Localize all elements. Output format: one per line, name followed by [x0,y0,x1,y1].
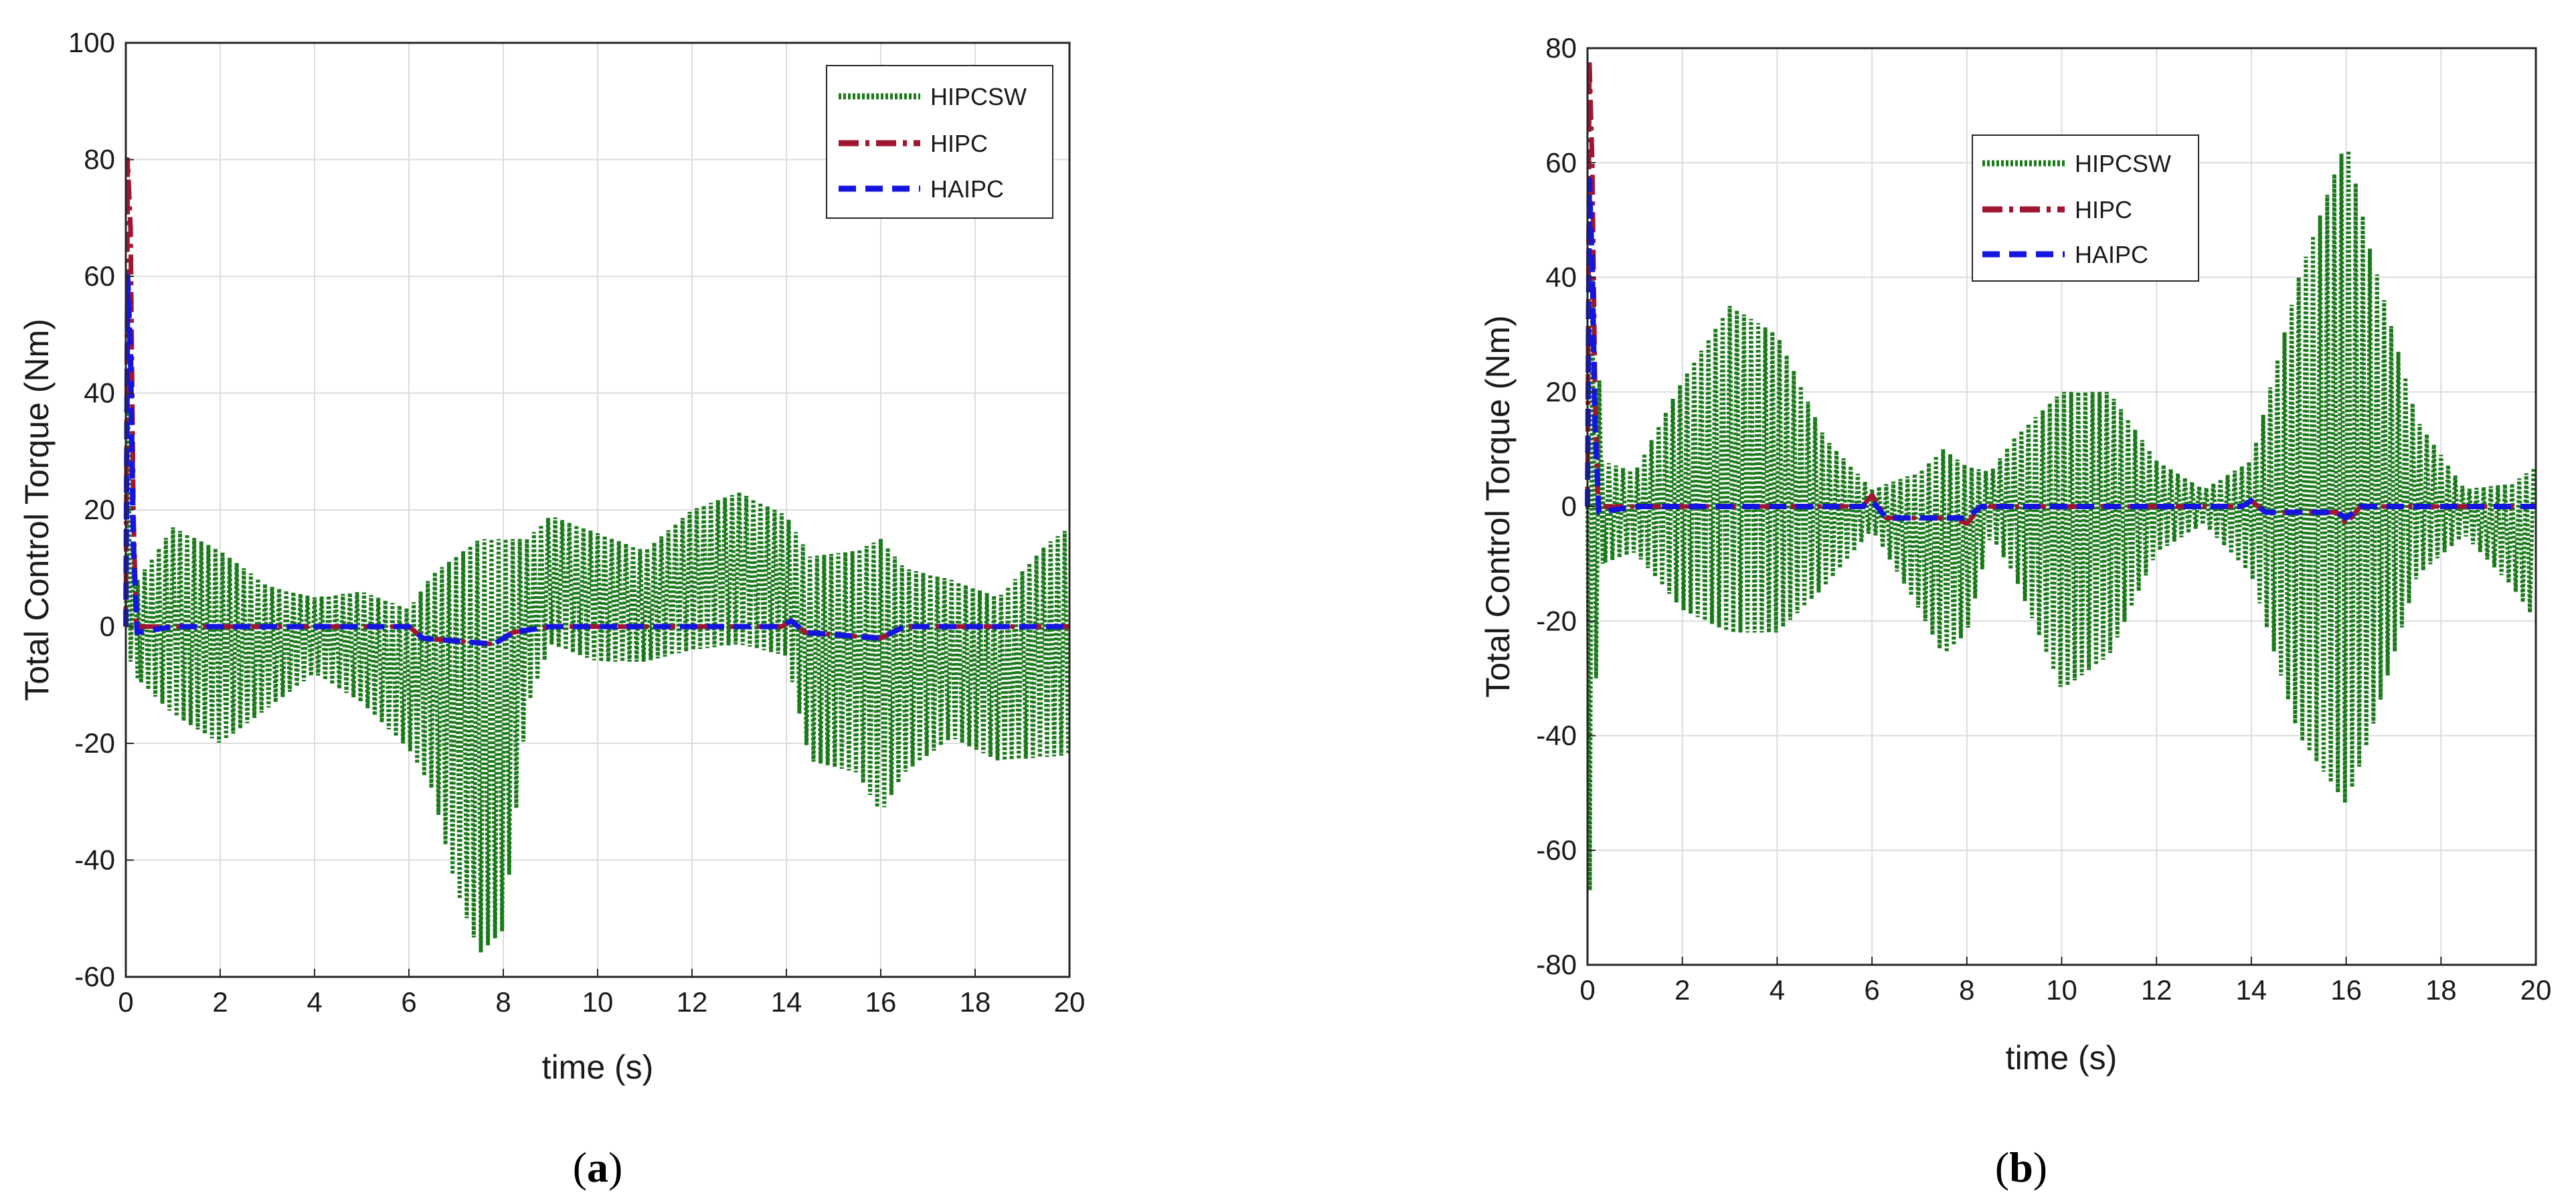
chart-a-y-tick-label: 20 [84,494,115,525]
chart-b: 0 2 4 6 8 10 12 14 16 18 20 -80-60-40-20020406080 … [1479,32,2551,1191]
chart-b-panel-label-close: ) [2033,1143,2047,1191]
chart-a-legend-label-haipc: HAIPC [930,175,1004,203]
chart-a-x-tick-label: 4 [307,986,322,1018]
chart-a-x-tick-label: 16 [865,986,897,1018]
chart-b-y-tick-label: -80 [1536,949,1577,980]
chart-a-series-hipcsw-line [124,404,1071,953]
chart-a-y-tick-label: 60 [84,260,115,292]
chart-b-x-tick-label: 4 [1770,974,1785,1006]
chart-a-x-tick-label: 12 [677,986,708,1018]
chart-b-panel-label-open: ( [1995,1143,2009,1191]
chart-b-y-tick-label: -40 [1536,720,1577,751]
chart-a-x-tick-label: 8 [495,986,511,1018]
chart-a-legend: HIPCSW HIPC HAIPC [826,65,1053,219]
chart-b-series-hipcsw-line [1585,151,2536,891]
chart-b-y-tick-label: -20 [1536,605,1577,636]
chart-a-y-tick-labels: -60 -40 -20 0 20 40 60 80 100 [68,27,134,992]
chart-b-y-axis-label: Total Control Torque (Nm) [1479,315,1517,698]
chart-b-y-tick-label: 60 [1545,147,1577,178]
chart-b-y-tick-label: 0 [1561,490,1577,522]
chart-a-y-tick-label: 0 [100,611,115,642]
chart-b-x-axis-label: time (s) [2006,1039,2118,1077]
chart-a-panel-label: (a) [573,1143,623,1191]
chart-a-y-axis-label: Total Control Torque (Nm) [18,318,56,701]
chart-b-x-tick-labels: 0 2 4 6 8 10 12 14 16 18 20 [1579,957,2551,1006]
chart-a-panel-label-close: ) [608,1143,622,1191]
chart-a-legend-box [826,65,1053,219]
chart-a-y-tick-label: -20 [74,727,115,759]
chart-a-series-hipcsw-band [124,404,1071,953]
chart-a-x-tick-label: 6 [401,986,416,1018]
chart-b-panel-label-letter: b [2009,1143,2033,1191]
chart-a-x-tick-label: 18 [960,986,991,1018]
chart-a-y-tick-label: 100 [68,27,115,58]
chart-b-legend-label-hipcsw: HIPCSW [2075,150,2171,177]
chart-a-x-tick-label: 14 [771,986,802,1018]
chart-a-y-tick-label: -60 [74,961,115,992]
chart-a-panel-label-open: ( [573,1143,587,1191]
chart-a-x-axis-label: time (s) [542,1048,654,1086]
chart-a-series-lines [123,157,1069,647]
chart-b-y-tick-label: 40 [1545,262,1577,293]
chart-a: 0 2 4 6 8 10 12 14 16 18 20 -60-40-20020406080100 … [18,27,1085,1191]
chart-b-legend: HIPCSW HIPC HAIPC [1972,134,2199,282]
chart-b-x-tick-label: 10 [2046,974,2077,1006]
chart-a-legend-label-hipc: HIPC [930,130,988,157]
chart-b-y-tick-label: -60 [1536,834,1577,866]
chart-b-panel-label: (b) [1995,1143,2047,1191]
chart-a-y-tick-label: 40 [84,377,115,409]
chart-a-x-tick-label: 0 [118,986,133,1018]
chart-b-x-tick-label: 6 [1864,974,1879,1006]
chart-b-series-haipc-line [1585,177,2536,521]
chart-b-series-hipcsw-band [1585,151,2536,891]
chart-b-legend-label-hipc: HIPC [2075,196,2132,223]
chart-b-x-tick-label: 18 [2425,974,2457,1006]
chart-b-x-tick-label: 2 [1675,974,1690,1006]
chart-b-x-tick-label: 14 [2236,974,2267,1006]
chart-b-x-tick-label: 20 [2520,974,2552,1006]
chart-b-x-tick-label: 12 [2141,974,2172,1006]
chart-b-y-tick-label: 20 [1545,376,1577,407]
chart-b-legend-label-haipc: HAIPC [2075,241,2148,268]
chart-b-x-tick-label: 0 [1579,974,1595,1006]
chart-a-legend-label-hipcsw: HIPCSW [930,83,1027,110]
chart-a-panel-label-letter: a [587,1143,608,1191]
chart-a-y-tick-label: -40 [74,844,115,876]
chart-a-x-tick-label: 20 [1054,986,1086,1018]
chart-a-x-tick-label: 2 [212,986,228,1018]
chart-b-x-tick-label: 8 [1959,974,1974,1006]
chart-a-x-tick-label: 10 [582,986,614,1018]
chart-b-y-tick-label: 80 [1545,32,1577,64]
chart-b-x-tick-label: 16 [2330,974,2362,1006]
chart-a-y-tick-label: 80 [84,144,115,175]
chart-b-y-tick-labels: -80 -60 -40 -20 0 20 40 60 80 [1536,32,1596,980]
chart-a-x-tick-labels: 0 2 4 6 8 10 12 14 16 18 20 [118,969,1085,1018]
